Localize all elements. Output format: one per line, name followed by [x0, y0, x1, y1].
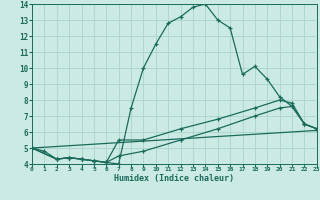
X-axis label: Humidex (Indice chaleur): Humidex (Indice chaleur) [115, 174, 234, 183]
